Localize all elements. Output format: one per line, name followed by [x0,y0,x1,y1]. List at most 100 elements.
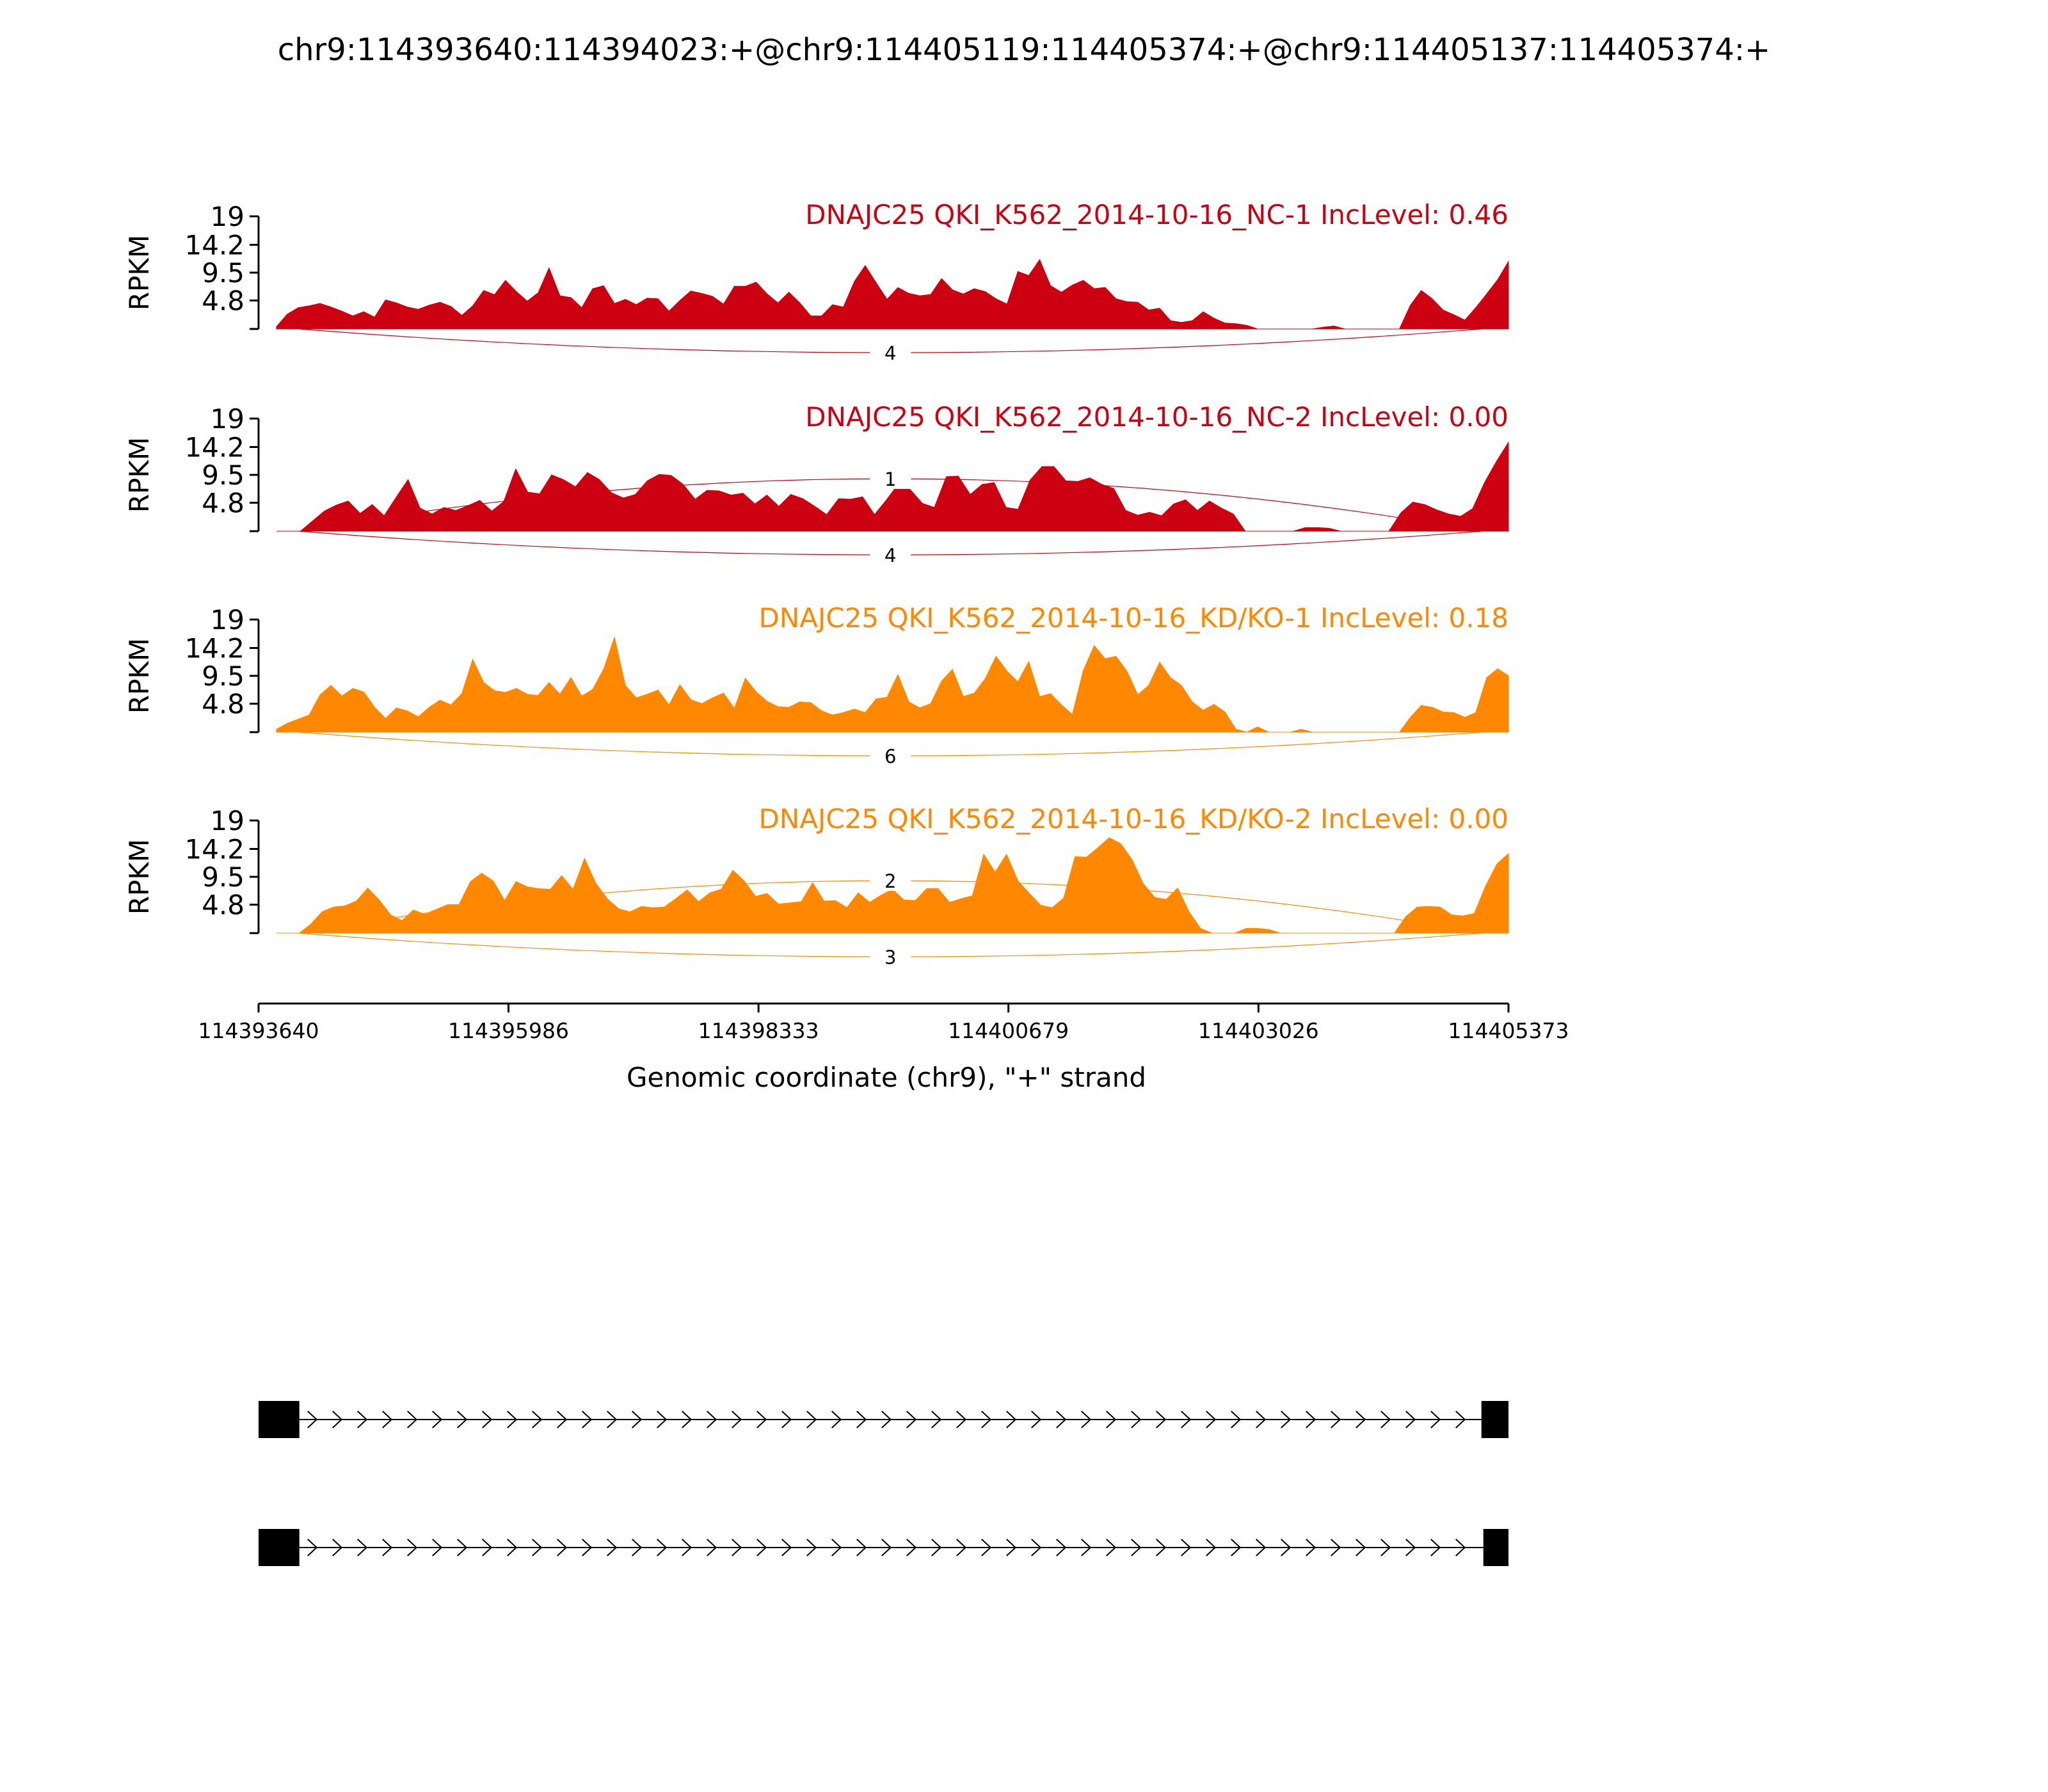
strand-chevron [557,1539,568,1556]
strand-chevron [1380,1411,1391,1428]
strand-chevron [1430,1539,1441,1556]
strand-chevron [756,1411,767,1428]
y-axis-label: RPKM [124,839,155,915]
strand-chevron [1306,1539,1316,1556]
junction-label-bg [870,545,911,565]
isoform-1 [259,1401,1508,1438]
strand-chevron [457,1539,468,1556]
strand-chevron [1306,1411,1316,1428]
y-axis-label: RPKM [124,638,155,714]
exon-block [259,1529,300,1566]
junction-label-bg [870,870,911,891]
strand-chevron [906,1411,917,1428]
strand-chevron [831,1411,842,1428]
strand-chevron [1206,1539,1217,1556]
y-tick-label: 14.2 [184,833,244,865]
strand-chevron [1081,1411,1092,1428]
strand-chevron [1281,1411,1292,1428]
strand-chevron [582,1411,593,1428]
strand-chevron [732,1539,742,1556]
strand-chevron [507,1539,518,1556]
strand-chevron [632,1539,643,1556]
junction-label-bg [870,746,911,766]
strand-chevron [1181,1411,1192,1428]
strand-chevron [1031,1539,1042,1556]
strand-chevron [682,1539,692,1556]
y-tick-label: 9.5 [202,460,244,491]
strand-chevron [307,1539,318,1556]
strand-chevron [1106,1411,1117,1428]
strand-chevron [956,1539,967,1556]
strand-chevron [432,1539,443,1556]
strand-chevron [781,1411,792,1428]
strand-chevron [981,1411,992,1428]
strand-chevron [906,1539,917,1556]
strand-chevron [532,1411,543,1428]
strand-chevron [1056,1411,1067,1428]
isoform-2 [259,1529,1508,1566]
strand-chevron [507,1411,518,1428]
y-tick-label: 4.8 [202,488,244,519]
strand-chevron [1131,1411,1142,1428]
strand-chevron [1256,1539,1267,1556]
junction-count-label: 1 [884,468,896,490]
y-axis-label: RPKM [124,437,155,513]
exon-block [259,1401,300,1438]
strand-chevron [1131,1539,1142,1556]
x-tick-label: 114403026 [1198,1018,1319,1043]
strand-chevron [357,1539,368,1556]
strand-chevron [931,1411,942,1428]
strand-chevron [432,1411,443,1428]
strand-chevron [1181,1539,1192,1556]
strand-chevron [332,1539,343,1556]
strand-chevron [931,1539,942,1556]
strand-chevron [1281,1539,1292,1556]
y-tick-label: 4.8 [202,285,244,317]
strand-chevron [1256,1411,1267,1428]
strand-chevron [607,1539,618,1556]
strand-chevron [632,1411,643,1428]
strand-chevron [806,1539,817,1556]
x-tick-label: 114398333 [698,1018,819,1043]
strand-chevron [407,1411,418,1428]
strand-chevron [582,1539,593,1556]
y-tick-label: 14.2 [184,229,244,260]
strand-chevron [756,1539,767,1556]
y-tick-label: 4.8 [202,689,244,720]
x-tick-label: 114395986 [448,1018,569,1043]
strand-chevron [707,1539,717,1556]
strand-chevron [1106,1539,1117,1556]
coverage-area [276,259,1509,330]
strand-chevron [307,1411,318,1428]
y-tick-label: 19 [211,604,244,636]
strand-chevron [1006,1411,1017,1428]
track-label: DNAJC25 QKI_K562_2014-10-16_KD/KO-2 IncL… [759,803,1509,835]
strand-chevron [682,1411,692,1428]
strand-chevron [881,1539,892,1556]
strand-chevron [1455,1539,1466,1556]
y-tick-label: 9.5 [202,660,244,692]
strand-chevron [1231,1539,1242,1556]
junction-count-label: 2 [884,870,896,892]
gene-model [259,1401,1508,1566]
track-label: DNAJC25 QKI_K562_2014-10-16_NC-1 IncLeve… [805,199,1508,230]
x-tick-label: 114400679 [948,1018,1069,1043]
strand-chevron [1156,1539,1167,1556]
strand-chevron [981,1539,992,1556]
strand-chevron [482,1539,493,1556]
strand-chevron [382,1539,393,1556]
y-tick-label: 14.2 [184,431,244,463]
junction-count-label: 4 [884,342,896,364]
junction-count-label: 6 [884,746,896,767]
strand-chevron [357,1411,368,1428]
figure-title: chr9:114393640:114394023:+@chr9:11440511… [278,32,1771,68]
strand-chevron [532,1539,543,1556]
strand-chevron [1231,1411,1242,1428]
strand-chevron [1331,1539,1341,1556]
strand-chevron [1006,1539,1017,1556]
